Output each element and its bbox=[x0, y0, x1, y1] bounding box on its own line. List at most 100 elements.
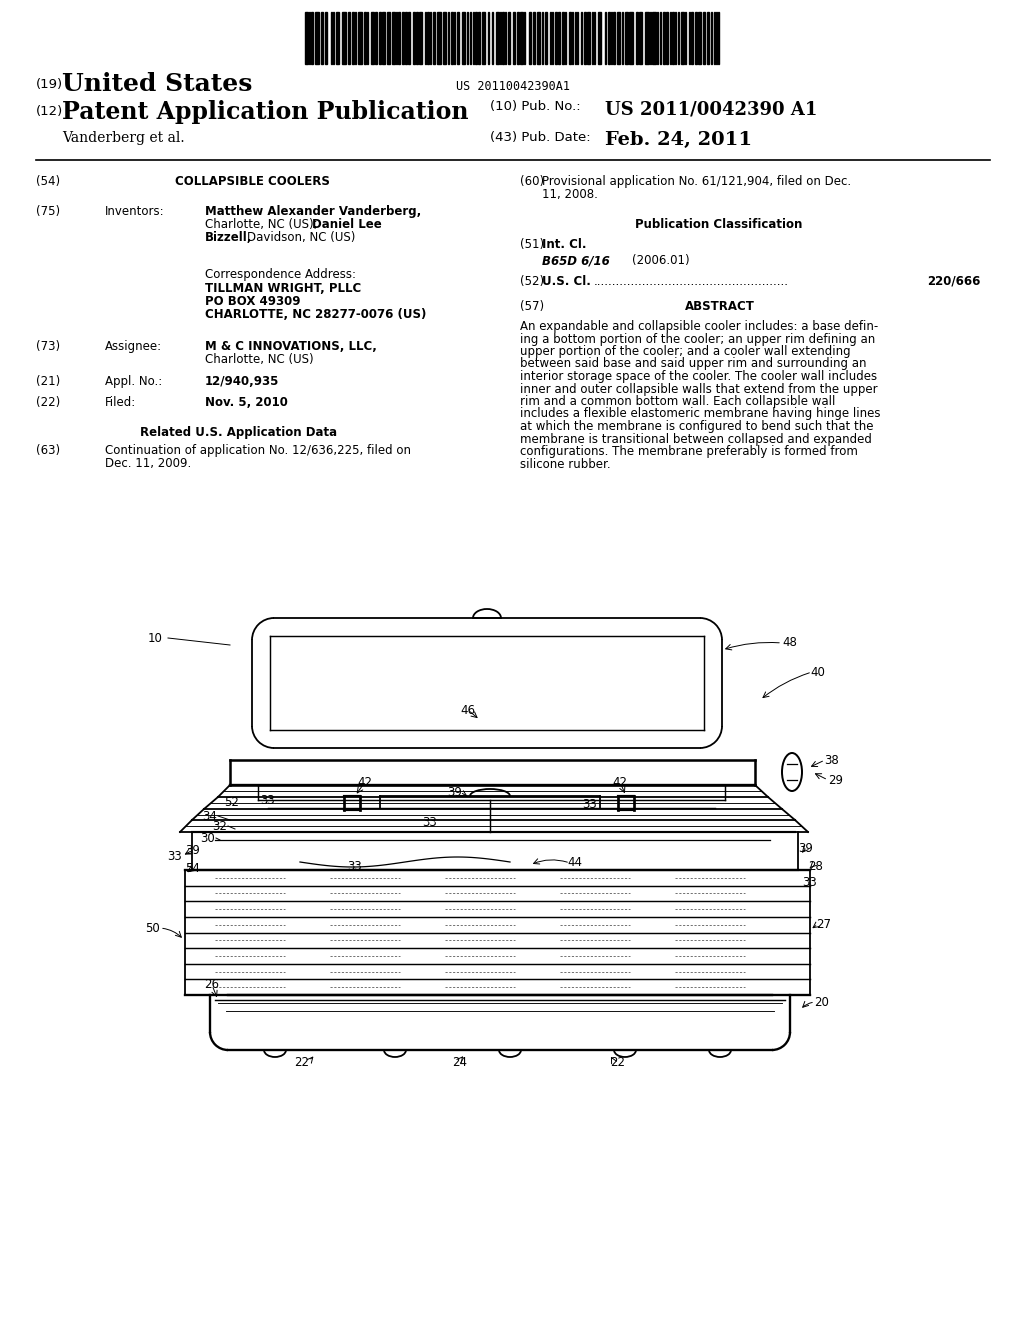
Bar bbox=[352, 12, 354, 63]
Text: Continuation of application No. 12/636,225, filed on: Continuation of application No. 12/636,2… bbox=[105, 444, 411, 457]
Bar bbox=[513, 12, 515, 63]
Text: interior storage space of the cooler. The cooler wall includes: interior storage space of the cooler. Th… bbox=[520, 370, 878, 383]
Bar bbox=[348, 12, 350, 63]
Text: 33: 33 bbox=[803, 875, 817, 888]
Bar bbox=[457, 12, 459, 63]
Bar bbox=[419, 12, 422, 63]
Bar bbox=[462, 12, 465, 63]
Text: 33: 33 bbox=[168, 850, 182, 863]
Text: 10: 10 bbox=[147, 631, 163, 644]
Bar bbox=[703, 12, 705, 63]
Text: (57): (57) bbox=[520, 300, 544, 313]
Bar bbox=[387, 12, 390, 63]
Text: 33: 33 bbox=[347, 859, 362, 873]
Text: (52): (52) bbox=[520, 275, 544, 288]
Text: (63): (63) bbox=[36, 444, 60, 457]
Text: 48: 48 bbox=[782, 636, 798, 649]
Bar bbox=[451, 12, 453, 63]
Bar bbox=[305, 12, 308, 63]
Text: 20: 20 bbox=[814, 995, 829, 1008]
Bar bbox=[496, 12, 499, 63]
Text: 52: 52 bbox=[224, 796, 240, 809]
Text: Bizzell,: Bizzell, bbox=[205, 231, 252, 244]
Text: M & C INNOVATIONS, LLC,: M & C INNOVATIONS, LLC, bbox=[205, 341, 377, 352]
Text: 38: 38 bbox=[824, 754, 840, 767]
Bar bbox=[636, 12, 638, 63]
Bar bbox=[529, 12, 531, 63]
Bar bbox=[482, 12, 485, 63]
Text: (43) Pub. Date:: (43) Pub. Date: bbox=[490, 131, 591, 144]
Text: Charlotte, NC (US): Charlotte, NC (US) bbox=[205, 352, 313, 366]
Text: 26: 26 bbox=[205, 978, 219, 991]
Text: (51): (51) bbox=[520, 238, 544, 251]
Text: 27: 27 bbox=[816, 917, 831, 931]
Text: (2006.01): (2006.01) bbox=[632, 253, 689, 267]
Text: 42: 42 bbox=[357, 776, 373, 788]
Text: inner and outer collapsible walls that extend from the upper: inner and outer collapsible walls that e… bbox=[520, 383, 878, 396]
Bar bbox=[625, 12, 628, 63]
Text: includes a flexible elastomeric membrane having hinge lines: includes a flexible elastomeric membrane… bbox=[520, 408, 881, 421]
Bar bbox=[681, 12, 684, 63]
Bar bbox=[502, 12, 504, 63]
Bar bbox=[517, 12, 519, 63]
Bar bbox=[707, 12, 709, 63]
Text: 30: 30 bbox=[201, 832, 215, 845]
Bar bbox=[315, 12, 319, 63]
Text: 33: 33 bbox=[583, 799, 597, 812]
Bar bbox=[416, 12, 418, 63]
Text: 28: 28 bbox=[809, 859, 823, 873]
Bar bbox=[663, 12, 665, 63]
Text: at which the membrane is configured to bend such that the: at which the membrane is configured to b… bbox=[520, 420, 873, 433]
Text: 34: 34 bbox=[203, 809, 217, 822]
Bar bbox=[584, 12, 586, 63]
Text: Related U.S. Application Data: Related U.S. Application Data bbox=[140, 426, 337, 440]
Bar bbox=[691, 12, 693, 63]
Bar bbox=[364, 12, 366, 63]
Bar bbox=[613, 12, 615, 63]
Bar bbox=[652, 12, 656, 63]
Bar bbox=[406, 12, 407, 63]
Text: (73): (73) bbox=[36, 341, 60, 352]
Text: 42: 42 bbox=[612, 776, 628, 788]
Text: (75): (75) bbox=[36, 205, 60, 218]
Text: 39: 39 bbox=[447, 785, 463, 799]
Bar bbox=[645, 12, 649, 63]
Text: ing a bottom portion of the cooler; an upper rim defining an: ing a bottom portion of the cooler; an u… bbox=[520, 333, 876, 346]
Bar bbox=[336, 12, 339, 63]
Bar bbox=[382, 12, 385, 63]
Text: An expandable and collapsible cooler includes: a base defin-: An expandable and collapsible cooler inc… bbox=[520, 319, 879, 333]
Bar bbox=[598, 12, 601, 63]
Text: 40: 40 bbox=[811, 665, 825, 678]
Bar bbox=[666, 12, 668, 63]
Bar bbox=[672, 12, 674, 63]
Text: (19): (19) bbox=[36, 78, 63, 91]
Text: Appl. No.:: Appl. No.: bbox=[105, 375, 162, 388]
Bar bbox=[371, 12, 374, 63]
Text: 32: 32 bbox=[213, 820, 227, 833]
Bar bbox=[562, 12, 564, 63]
Text: Dec. 11, 2009.: Dec. 11, 2009. bbox=[105, 457, 191, 470]
Text: (12): (12) bbox=[36, 106, 63, 117]
Text: 33: 33 bbox=[261, 793, 275, 807]
Text: 29: 29 bbox=[828, 774, 844, 787]
Bar bbox=[433, 12, 435, 63]
Text: 24: 24 bbox=[453, 1056, 468, 1069]
Bar bbox=[558, 12, 560, 63]
Bar bbox=[520, 12, 523, 63]
Text: 11, 2008.: 11, 2008. bbox=[542, 187, 598, 201]
Bar bbox=[443, 12, 446, 63]
Text: United States: United States bbox=[62, 73, 252, 96]
Bar bbox=[617, 12, 620, 63]
Text: CHARLOTTE, NC 28277-0076 (US): CHARLOTTE, NC 28277-0076 (US) bbox=[205, 308, 426, 321]
Text: Correspondence Address:: Correspondence Address: bbox=[205, 268, 356, 281]
Bar bbox=[413, 12, 415, 63]
Bar bbox=[639, 12, 642, 63]
Bar bbox=[555, 12, 557, 63]
Bar bbox=[587, 12, 590, 63]
Bar bbox=[321, 12, 323, 63]
Bar bbox=[408, 12, 410, 63]
Text: 54: 54 bbox=[185, 862, 201, 874]
Text: 44: 44 bbox=[567, 857, 583, 870]
Text: ABSTRACT: ABSTRACT bbox=[685, 300, 755, 313]
Text: (21): (21) bbox=[36, 375, 60, 388]
